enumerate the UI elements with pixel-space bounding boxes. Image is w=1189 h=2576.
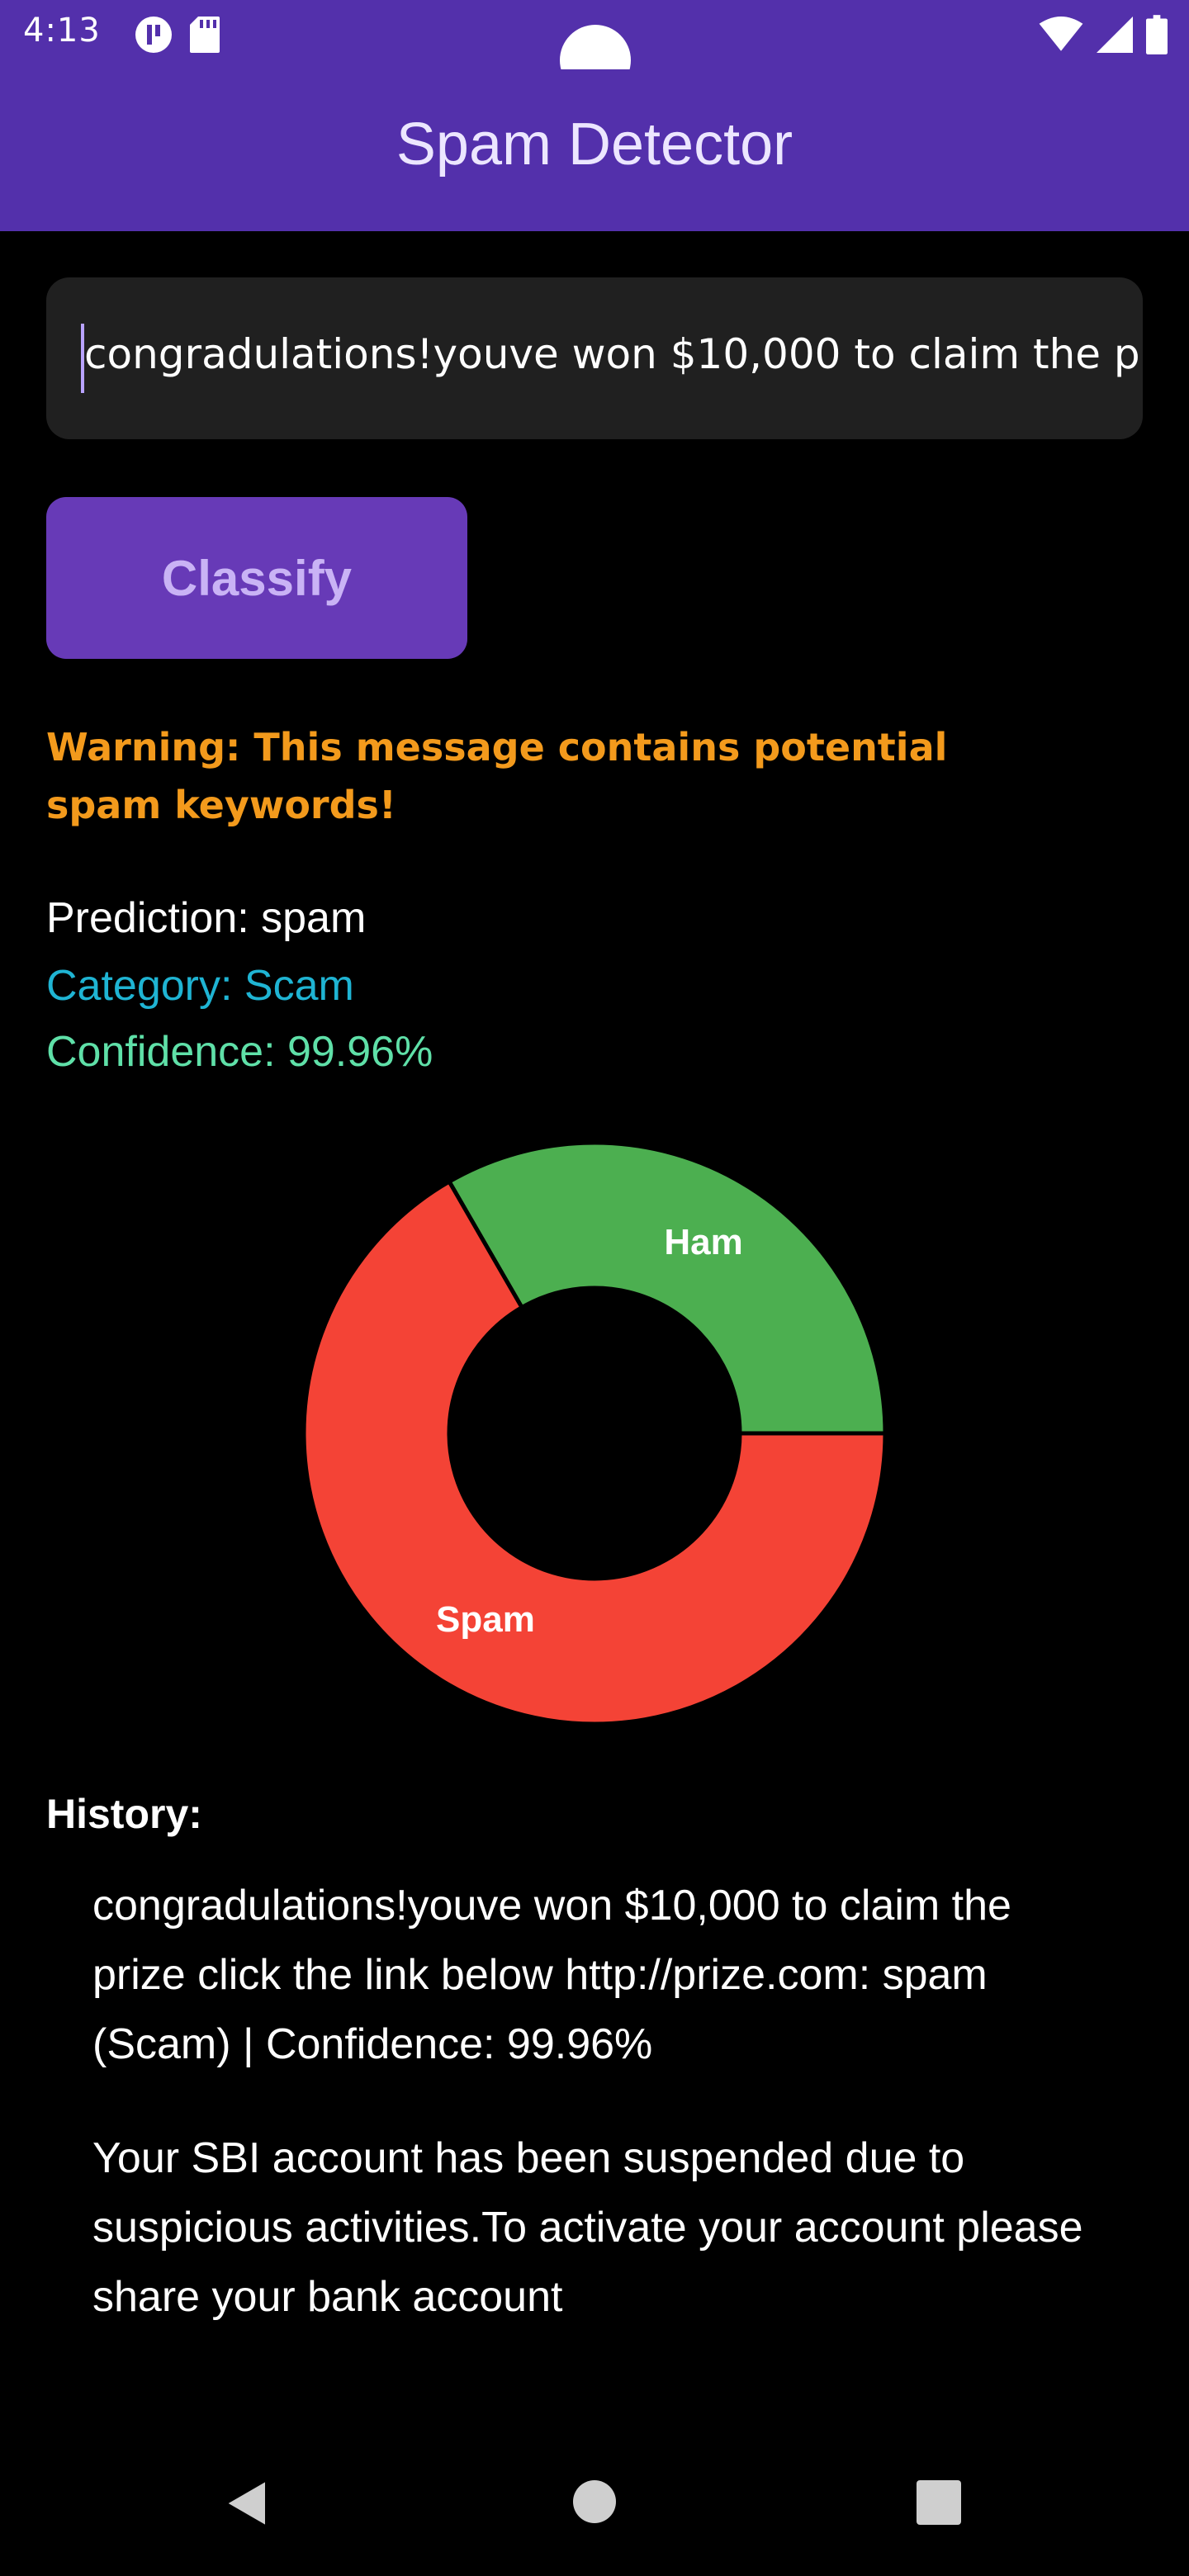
spam-warning: Warning: This message contains potential…	[46, 725, 948, 827]
battery-icon	[1146, 15, 1168, 54]
navigation-bar	[0, 2431, 1189, 2576]
status-icons-left	[134, 15, 221, 54]
donut-slice-ham	[446, 1140, 888, 1436]
status-icons-right	[1039, 15, 1168, 54]
message-input-text[interactable]: congradulations!youve won $10,000 to cla…	[84, 330, 1143, 378]
text-caret	[81, 324, 84, 393]
donut-label-ham: Ham	[664, 1222, 742, 1262]
recents-icon[interactable]	[917, 2480, 961, 2525]
back-icon[interactable]	[225, 2480, 271, 2526]
history-list: congradulations!youve won $10,000 to cla…	[92, 1871, 1100, 2376]
app-title: Spam Detector	[396, 111, 793, 178]
status-time: 4:13	[23, 12, 101, 50]
home-icon[interactable]	[573, 2480, 616, 2523]
message-input[interactable]: congradulations!youve won $10,000 to cla…	[46, 277, 1143, 439]
classify-button[interactable]: Classify	[46, 497, 467, 659]
result-donut-chart: Ham Spam	[301, 1140, 888, 1726]
main-content: congradulations!youve won $10,000 to cla…	[0, 231, 1189, 2431]
history-title: History:	[46, 1791, 202, 1837]
app-bar: Spam Detector	[0, 69, 1189, 231]
prediction-text: Prediction: spam	[46, 894, 367, 942]
sd-card-icon	[190, 17, 220, 53]
confidence-text: Confidence: 99.96%	[46, 1028, 433, 1076]
cell-signal-icon	[1097, 17, 1133, 53]
donut-slice-spam	[301, 1178, 888, 1726]
history-item: congradulations!youve won $10,000 to cla…	[92, 1882, 1011, 2068]
wifi-icon	[1039, 17, 1083, 51]
donut-label-spam: Spam	[436, 1599, 535, 1640]
history-item: Your SBI account has been suspended due …	[92, 2134, 1083, 2321]
category-text: Category: Scam	[46, 962, 354, 1010]
app-notification-icon	[135, 17, 172, 53]
